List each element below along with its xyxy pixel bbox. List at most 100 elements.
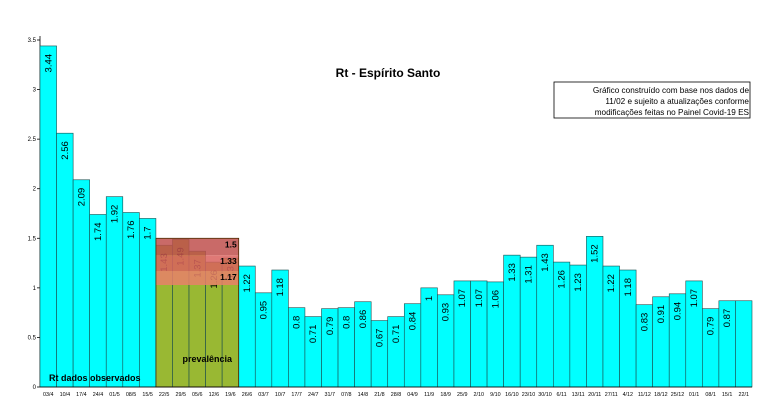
x-tick-label: 08/5 [126,392,137,398]
bar-value-label: 2.56 [60,141,71,160]
prevalence-level-label: 1.33 [220,256,237,266]
bar-value-label: 3.44 [43,54,54,73]
y-axis: 0 0.5 1 1.5 2 2.5 3 3.5 [28,36,41,391]
bottom-label: Rt dados observados [49,373,141,383]
x-tick-label: 05/6 [192,392,203,398]
bar-value-label: 1.22 [242,274,253,293]
x-tick-label: 23/10 [522,392,536,398]
x-tick-label: 13/11 [572,392,585,398]
bar-value-label: 1.43 [540,253,551,272]
x-tick-label: 03/4 [43,392,54,398]
prevalence-band [155,238,239,256]
bar-value-label: 0.86 [358,310,369,329]
x-tick-label: 15/5 [142,392,153,398]
x-tick-label: 2/10 [474,392,485,398]
bar-value-label: 1 [424,296,435,301]
prevalence-band [155,271,239,286]
x-tick-label: 22/5 [159,392,170,398]
x-tick-label: 08/1 [705,392,716,398]
x-tick-label: 28/8 [391,392,402,398]
bar [105,196,124,388]
bar-value-label: 0.8 [292,316,303,329]
y-tick-label: 2.5 [28,137,37,143]
bar-value-label: 0.93 [441,303,452,322]
prevalence-band [155,255,239,272]
bar-value-label: 1.26 [557,270,568,289]
y-tick-label: 0.5 [28,335,37,341]
note-line-3: modificações feitas no Painel Covid-19 E… [595,108,750,117]
bar-value-label: 1.22 [606,274,617,293]
prevalence-level-label: 1.5 [225,239,237,249]
bar [56,132,74,388]
y-tick-label: 2 [33,187,37,193]
x-tick-label: 01/5 [109,392,120,398]
y-tick-label: 0 [33,385,37,391]
bar-value-label: 0.94 [672,302,683,321]
x-tick-label: 11/12 [638,392,651,398]
note-box: Gráfico construído com base nos dados de… [553,81,751,119]
x-tick-label: 19/6 [225,392,236,398]
y-tick-label: 1 [33,286,37,292]
x-tick-label: 15/1 [722,392,733,398]
bar-value-label: 0.79 [325,317,336,336]
x-tick-label: 24/7 [308,392,319,398]
x-tick-label: 17/7 [291,392,302,398]
bar-value-label: 1.52 [590,244,601,263]
x-tick-label: 20/11 [588,392,601,398]
bar-value-label: 1.74 [93,222,104,241]
bar [735,300,753,388]
x-tick-label: 10/4 [60,392,71,398]
bar-value-label: 1.07 [689,289,700,308]
bar [420,287,438,388]
x-tick-label: 26/6 [242,392,253,398]
x-tick-label: 4/12 [623,392,634,398]
bar-value-label: 0.87 [722,309,733,328]
bar-value-label: 1.7 [143,226,154,239]
bar-value-label: 1.31 [523,265,534,284]
x-tick-label: 30/10 [538,392,552,398]
prevalence-layer: 1.5 1.33 1.17 prevalência [155,237,240,388]
bar-value-label: 0.79 [706,317,717,336]
y-tick-label: 3 [33,88,37,94]
bar-value-label: 0.95 [259,301,270,320]
x-tick-label: 29/5 [175,392,186,398]
bar-value-label: 1.07 [474,289,485,308]
x-tick-label: 31/7 [325,392,336,398]
x-tick-label: 9/10 [490,392,501,398]
bar-value-label: 1.23 [573,273,584,292]
prevalence-level-label: 1.17 [220,272,237,282]
bar-value-label: 1.06 [490,290,501,309]
bar-value-label: 0.91 [656,305,667,324]
bar-value-label: 1.92 [110,205,121,224]
x-tick-label: 11/9 [424,392,434,398]
bar-value-label: 1.76 [126,221,137,240]
x-tick-label: 12/6 [209,392,220,398]
y-tick-label: 3.5 [28,38,37,44]
x-tick-label: 18/9 [440,392,451,398]
bar-value-label: 0.71 [308,325,319,344]
bar-value-label: 1.33 [507,263,518,282]
x-tick-label: 04/9 [407,392,418,398]
x-tick-label: 18/12 [654,392,668,398]
bars-layer: 3.442.562.091.741.921.761.71.431.491.371… [39,45,753,388]
bar-value-label: 2.09 [76,188,87,207]
note-line-1: Gráfico construído com base nos dados de [593,86,750,95]
x-tick-label: 07/8 [341,392,352,398]
bar-value-label: 1.07 [457,289,468,308]
x-tick-label: 17/4 [76,392,87,398]
bar-value-label: 1.18 [275,278,286,297]
x-tick-label: 10/7 [275,392,286,398]
bar [72,179,90,388]
x-tick-label: 25/12 [671,392,685,398]
bar-value-label: 0.84 [408,312,419,331]
bar-value-label: 0.67 [374,329,385,348]
bar [139,218,157,388]
prevalence-label: prevalência [183,354,234,364]
x-tick-label: 24/4 [93,392,104,398]
x-tick-label: 01/1 [689,392,700,398]
x-tick-label: 16/10 [505,392,519,398]
bar-value-label: 0.8 [341,316,352,329]
x-tick-label: 21/8 [374,392,385,398]
